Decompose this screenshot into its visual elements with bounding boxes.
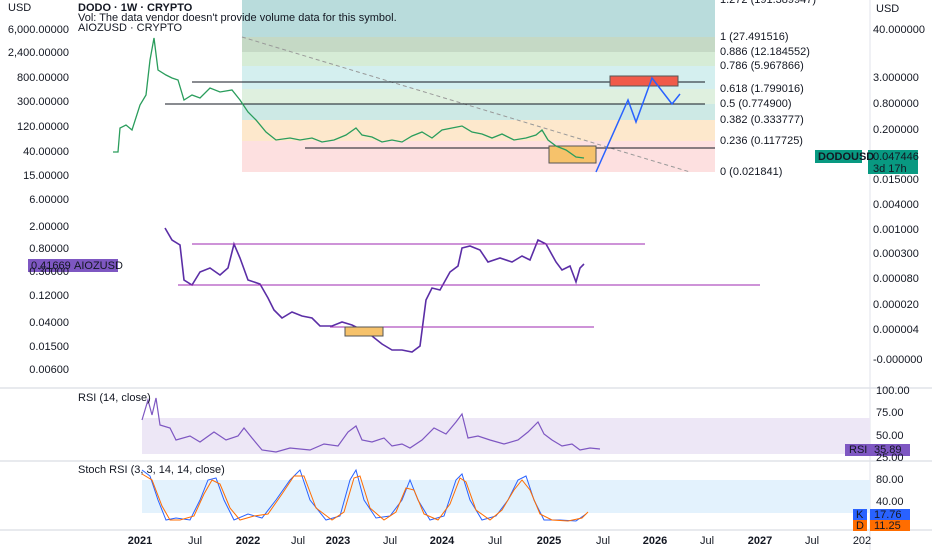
left-axis-label: 0.00600 <box>29 364 69 376</box>
badge-value: 17.76 <box>874 509 902 521</box>
rsi-axis-label: 100.00 <box>876 385 910 397</box>
left-axis-label: 800.00000 <box>17 72 69 84</box>
rsi-axis-label: 25.00 <box>876 452 904 464</box>
fib-level-label: 0.886 (12.184552) <box>720 46 810 58</box>
rsi-band <box>142 418 870 454</box>
badge-value: 35.89 <box>874 444 902 456</box>
rsi-line <box>141 397 601 453</box>
header-symbol: DODO · 1W · CRYPTO <box>78 2 193 14</box>
time-axis-label: 2026 <box>643 535 667 547</box>
time-axis-label: Jul <box>700 535 714 547</box>
time-axis-label: Jul <box>805 535 819 547</box>
left-axis-label: 120.00000 <box>17 121 69 133</box>
fib-level-label: 0.236 (0.117725) <box>720 135 803 147</box>
time-axis-label: Jul <box>488 535 502 547</box>
fib-level-label: 1 (27.491516) <box>720 31 789 43</box>
left-axis-label: 6,000.00000 <box>8 24 69 36</box>
stoch-d <box>141 473 589 522</box>
aioz-price <box>164 227 585 353</box>
badge-countdown: 3d 17h <box>873 163 907 175</box>
rsi-axis-label: 50.00 <box>876 430 904 442</box>
fib-level-label: 0.5 (0.774900) <box>720 98 792 110</box>
right-axis-unit: USD <box>876 3 899 15</box>
left-axis-label: 0.01500 <box>29 341 69 353</box>
rsi-axis-label: 75.00 <box>876 407 904 419</box>
left-axis-label: 6.00000 <box>29 194 69 206</box>
fib-level-label: 0.382 (0.333777) <box>720 114 804 126</box>
right-axis-label: 0.000080 <box>873 273 919 285</box>
left-axis-label: 2.00000 <box>29 221 69 233</box>
time-axis-label: Jul <box>383 535 397 547</box>
fib-level-label: 0.786 (5.967866) <box>720 60 804 72</box>
stoch-axis-label: 80.00 <box>876 474 904 486</box>
stoch-axis-label: 40.00 <box>876 496 904 508</box>
badge-name: DODOUSD <box>818 151 874 163</box>
time-axis-label: 2024 <box>430 535 455 547</box>
right-axis-label: 0.800000 <box>873 98 919 110</box>
left-axis-label: 2,400.00000 <box>8 47 69 59</box>
pane-title: RSI (14, close) <box>78 392 151 404</box>
time-axis-label: 2025 <box>537 535 561 547</box>
badge-price: 0.047446 <box>873 151 919 163</box>
accumulation-box <box>344 326 384 337</box>
left-axis-label: 0.80000 <box>29 243 69 255</box>
right-axis-label: 40.000000 <box>873 24 925 36</box>
badge-value: 11.25 <box>874 520 901 532</box>
info-badges <box>28 150 918 531</box>
time-axis-label: Jul <box>596 535 610 547</box>
badge-name: RSI <box>849 444 867 456</box>
time-axis-label: 2021 <box>128 535 152 547</box>
left-axis-label: 15.00000 <box>23 170 69 182</box>
badge-name: K <box>856 509 864 521</box>
time-axis-label: 2022 <box>236 535 260 547</box>
fib-zone <box>242 0 715 172</box>
fib-level-label: 1.272 (191.389947) <box>720 0 816 6</box>
fib-level-label: 0 (0.021841) <box>720 166 782 178</box>
left-axis-label: 0.30000 <box>29 266 69 278</box>
time-axis-label: Jul <box>188 535 202 547</box>
projection-path <box>595 76 681 173</box>
left-axis-label: 0.12000 <box>29 290 69 302</box>
fib-level-label: 0.618 (1.799016) <box>720 83 804 95</box>
right-axis-label: 0.004000 <box>873 199 919 211</box>
right-axis-label: 0.001000 <box>873 224 919 236</box>
right-axis-label: 0.015000 <box>873 174 919 186</box>
right-axis-label: -0.000000 <box>873 354 923 366</box>
time-axis-label: Jul <box>291 535 305 547</box>
right-axis-label: 0.000004 <box>873 324 919 336</box>
badge-price: 0.41669 <box>31 260 71 272</box>
badge-name: D <box>856 520 864 532</box>
left-axis-label: 40.00000 <box>23 146 69 158</box>
left-axis-label: 0.04000 <box>29 317 69 329</box>
right-axis-label: 0.200000 <box>873 124 919 136</box>
left-axis-unit: USD <box>8 2 31 14</box>
time-axis-label: 2023 <box>326 535 350 547</box>
overlay-symbol: AIOZUSD · CRYPTO <box>78 22 183 34</box>
right-axis-label: 0.000300 <box>873 248 919 260</box>
time-axis-label: 202 <box>853 535 871 547</box>
right-axis-label: 0.000020 <box>873 299 919 311</box>
right-axis-label: 3.000000 <box>873 72 919 84</box>
pane-title: Stoch RSI (3, 3, 14, 14, close) <box>78 464 225 476</box>
badge-name: AIOZUSD <box>74 260 123 272</box>
time-axis-label: 2027 <box>748 535 772 547</box>
left-axis-label: 300.00000 <box>17 96 69 108</box>
volume-note: Vol: The data vendor doesn't provide vol… <box>78 12 397 24</box>
stoch-band <box>142 480 870 513</box>
dodo-price <box>113 37 585 159</box>
target-box <box>609 75 679 87</box>
